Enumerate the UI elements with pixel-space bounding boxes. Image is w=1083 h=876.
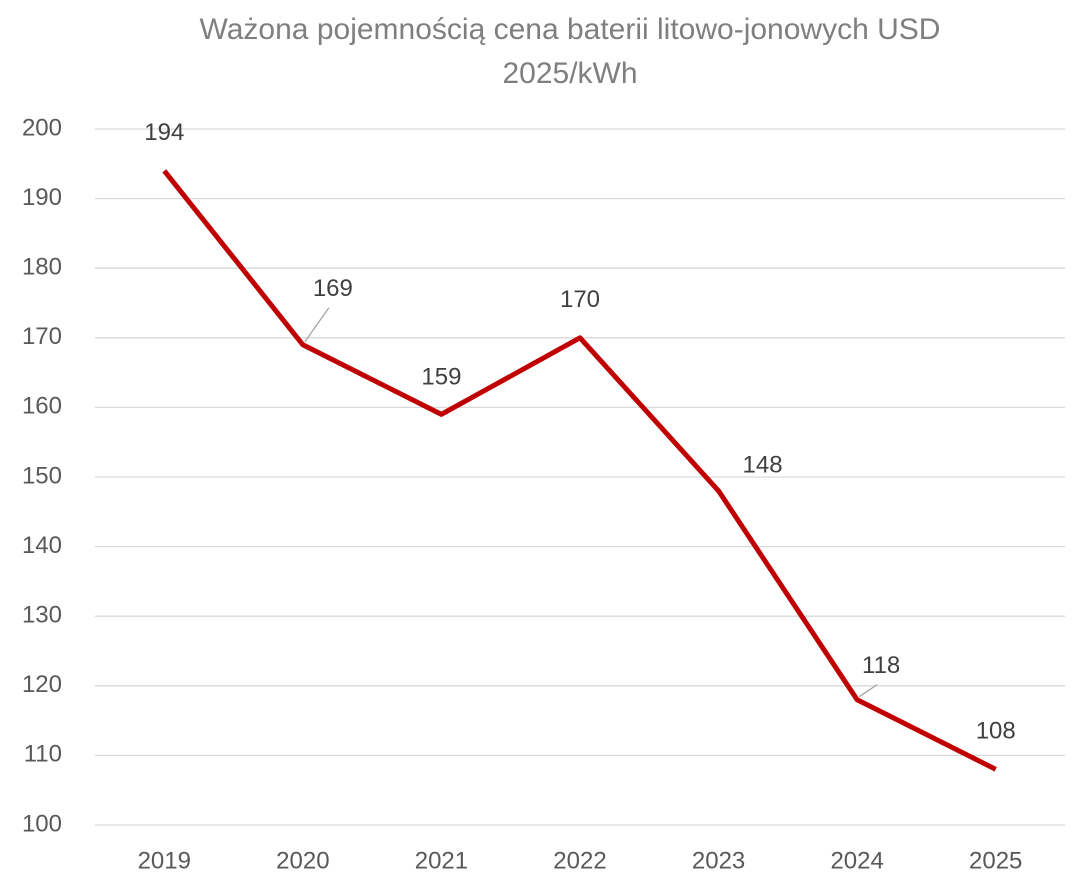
y-tick-label: 160: [22, 393, 62, 420]
y-tick-label: 130: [22, 602, 62, 629]
data-label: 170: [560, 286, 600, 313]
y-tick-label: 190: [22, 184, 62, 211]
chart-title: Ważona pojemnością cena baterii litowo-j…: [199, 13, 941, 90]
x-tick-label: 2019: [138, 847, 191, 874]
x-tick-label: 2024: [830, 847, 883, 874]
series-line: [162, 169, 997, 772]
x-tick-label: 2025: [969, 847, 1022, 874]
y-tick-label: 150: [22, 462, 62, 489]
data-label: 108: [976, 718, 1016, 745]
data-label: 194: [144, 119, 184, 146]
data-label: 118: [862, 652, 900, 679]
y-tick-label: 100: [22, 810, 62, 837]
y-tick-label: 110: [24, 741, 62, 768]
y-tick-label: 200: [22, 114, 62, 141]
leader-line: [304, 307, 330, 343]
x-tick-label: 2022: [553, 847, 606, 874]
x-tick-label: 2023: [692, 847, 745, 874]
y-tick-label: 120: [22, 671, 62, 698]
x-tick-label: 2021: [415, 847, 468, 874]
data-label: 169: [313, 275, 353, 302]
y-tick-label: 180: [22, 254, 62, 281]
leader-line: [858, 684, 878, 698]
y-tick-label: 170: [22, 323, 62, 350]
data-label: 148: [743, 451, 783, 478]
x-tick-label: 2020: [276, 847, 329, 874]
y-tick-label: 140: [22, 532, 62, 559]
data-label: 159: [421, 364, 461, 391]
